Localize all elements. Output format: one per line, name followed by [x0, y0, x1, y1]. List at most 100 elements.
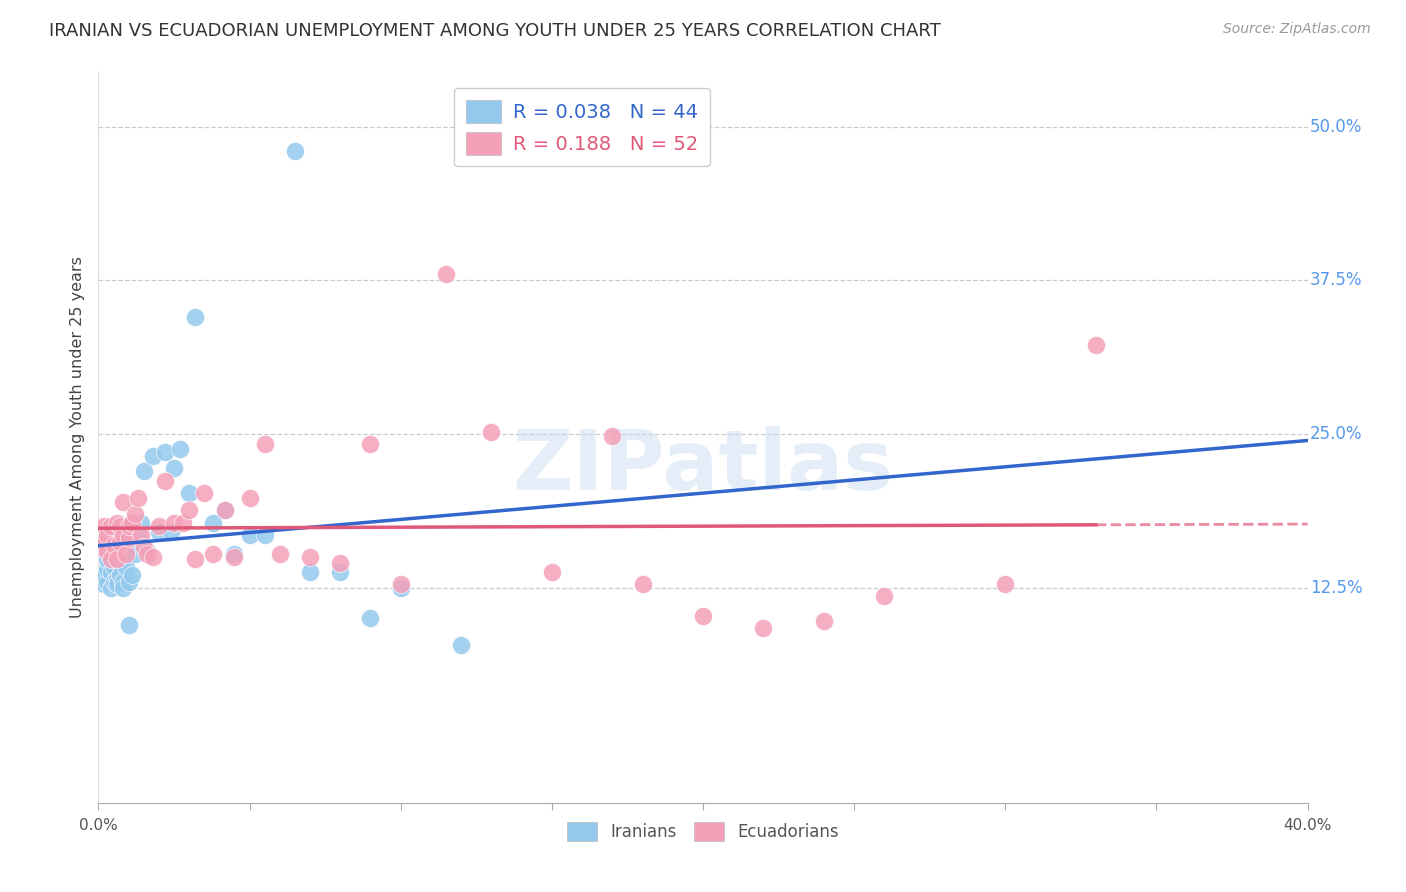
Point: [90, 540, 112, 554]
Point: [202, 548, 225, 562]
Point: [481, 425, 503, 439]
Text: IRANIAN VS ECUADORIAN UNEMPLOYMENT AMONG YOUTH UNDER 25 YEARS CORRELATION CHART: IRANIAN VS ECUADORIAN UNEMPLOYMENT AMONG…: [49, 22, 941, 40]
Point: [224, 548, 246, 562]
Point: [299, 565, 322, 579]
Point: [93, 519, 115, 533]
Point: [450, 639, 472, 653]
Point: [179, 503, 201, 517]
Point: [121, 516, 143, 530]
Text: 37.5%: 37.5%: [1310, 271, 1362, 289]
Point: [96, 574, 118, 589]
Point: [121, 568, 143, 582]
Point: [108, 568, 131, 582]
Point: [169, 442, 191, 456]
Point: [239, 491, 262, 505]
Point: [127, 491, 149, 505]
Text: 25.0%: 25.0%: [1310, 425, 1362, 443]
Point: [93, 568, 115, 582]
Point: [100, 519, 122, 533]
Point: [284, 145, 307, 159]
Text: 40.0%: 40.0%: [1284, 818, 1331, 832]
Point: [105, 552, 128, 566]
Point: [253, 437, 276, 451]
Point: [108, 535, 131, 549]
Point: [103, 538, 125, 552]
Point: [135, 548, 157, 562]
Point: [434, 267, 457, 281]
Point: [124, 507, 146, 521]
Point: [269, 548, 291, 562]
Point: [105, 572, 128, 586]
Point: [118, 519, 141, 533]
Point: [132, 464, 155, 478]
Point: [142, 449, 165, 463]
Point: [389, 577, 412, 591]
Point: [96, 552, 118, 566]
Point: [142, 549, 165, 564]
Point: [129, 516, 152, 530]
Point: [114, 548, 136, 562]
Point: [752, 621, 775, 635]
Point: [179, 486, 201, 500]
Point: [202, 516, 225, 530]
Point: [135, 543, 157, 558]
Point: [100, 565, 122, 579]
Point: [111, 494, 134, 508]
Point: [214, 503, 236, 517]
Point: [111, 574, 134, 589]
Point: [360, 611, 382, 625]
Point: [160, 525, 183, 540]
Text: ZIPatlas: ZIPatlas: [513, 425, 893, 507]
Point: [389, 581, 412, 595]
Point: [184, 310, 207, 325]
Point: [172, 516, 194, 530]
Point: [93, 535, 115, 549]
Point: [239, 528, 262, 542]
Point: [329, 556, 352, 570]
Point: [994, 577, 1017, 591]
Point: [540, 565, 562, 579]
Point: [114, 559, 136, 574]
Point: [253, 528, 276, 542]
Point: [93, 577, 115, 591]
Point: [129, 528, 152, 542]
Point: [90, 572, 112, 586]
Point: [132, 540, 155, 554]
Point: [153, 474, 176, 488]
Point: [193, 486, 215, 500]
Point: [631, 577, 654, 591]
Point: [103, 574, 125, 589]
Point: [163, 516, 186, 530]
Point: [873, 589, 896, 603]
Point: [299, 549, 322, 564]
Point: [111, 581, 134, 595]
Text: 50.0%: 50.0%: [1310, 118, 1362, 136]
Point: [108, 556, 131, 570]
Point: [148, 519, 170, 533]
Point: [108, 519, 131, 533]
Point: [118, 617, 141, 632]
Point: [224, 549, 246, 564]
Point: [360, 437, 382, 451]
Point: [329, 565, 352, 579]
Point: [96, 528, 118, 542]
Point: [1085, 338, 1108, 352]
Point: [100, 581, 122, 595]
Point: [118, 532, 141, 546]
Point: [153, 445, 176, 459]
Point: [96, 562, 118, 576]
Point: [184, 552, 207, 566]
Point: [163, 461, 186, 475]
Point: [214, 503, 236, 517]
Point: [96, 543, 118, 558]
Point: [105, 577, 128, 591]
Text: Source: ZipAtlas.com: Source: ZipAtlas.com: [1223, 22, 1371, 37]
Y-axis label: Unemployment Among Youth under 25 years: Unemployment Among Youth under 25 years: [70, 256, 86, 618]
Point: [602, 429, 624, 443]
Point: [124, 548, 146, 562]
Point: [148, 525, 170, 540]
Point: [127, 528, 149, 542]
Point: [105, 516, 128, 530]
Point: [103, 559, 125, 574]
Legend: Iranians, Ecuadorians: Iranians, Ecuadorians: [560, 814, 846, 849]
